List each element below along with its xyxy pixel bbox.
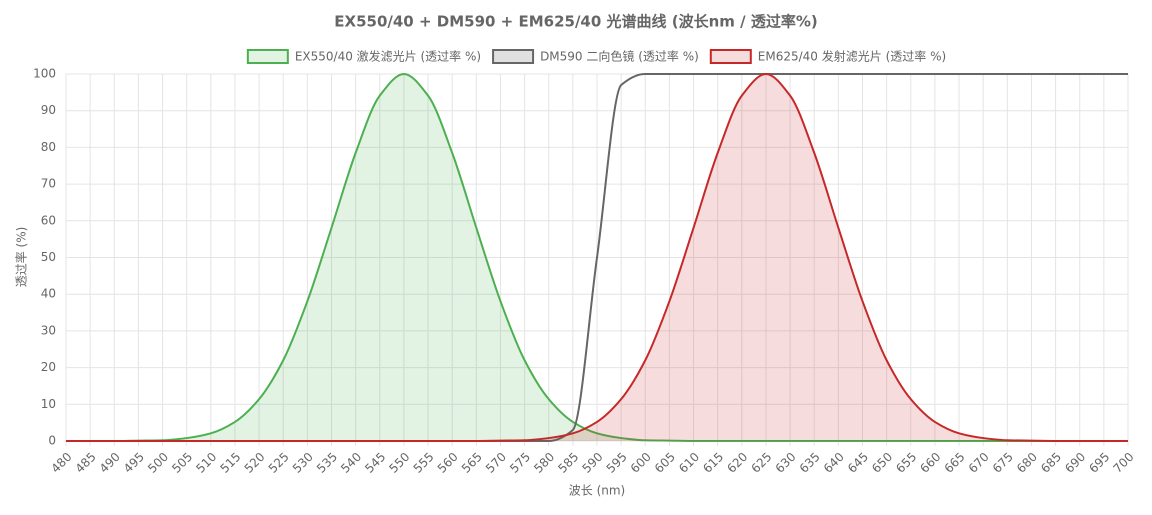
x-tick-label: 700 (1110, 450, 1136, 476)
y-tick-label: 90 (41, 103, 56, 117)
x-tick-label: 605 (652, 450, 678, 476)
x-tick-label: 635 (797, 450, 823, 476)
x-tick-label: 625 (748, 450, 774, 476)
x-tick-label: 555 (411, 450, 437, 476)
x-tick-label: 570 (483, 450, 509, 476)
x-tick-label: 620 (724, 450, 750, 476)
x-tick-label: 575 (507, 450, 533, 476)
legend-item: EM625/40 发射滤光片 (透过率 %) (709, 49, 946, 64)
legend-item: DM590 二向色镜 (透过率 %) (492, 49, 699, 64)
x-tick-label: 520 (242, 450, 268, 476)
x-tick-label: 665 (942, 450, 968, 476)
y-tick-label: 0 (48, 434, 56, 448)
x-tick-label: 685 (1038, 450, 1064, 476)
x-tick-label: 580 (531, 450, 557, 476)
x-tick-label: 565 (459, 450, 485, 476)
x-tick-label: 525 (266, 450, 292, 476)
legend-label: EX550/40 激发滤光片 (透过率 %) (295, 49, 481, 64)
x-tick-label: 495 (121, 450, 147, 476)
x-tick-label: 480 (48, 450, 74, 476)
y-tick-label: 50 (41, 250, 56, 264)
x-tick-label: 645 (845, 450, 871, 476)
legend-label: EM625/40 发射滤光片 (透过率 %) (758, 49, 946, 64)
y-tick-label: 40 (41, 287, 56, 301)
x-tick-label: 690 (1062, 450, 1088, 476)
x-tick-label: 545 (362, 450, 388, 476)
legend-label: DM590 二向色镜 (透过率 %) (540, 49, 699, 64)
x-tick-label: 630 (773, 450, 799, 476)
legend-swatch (246, 49, 289, 64)
y-tick-label: 80 (41, 140, 56, 154)
x-tick-label: 655 (893, 450, 919, 476)
x-axis-title: 波长 (nm) (569, 484, 625, 498)
line (66, 72, 1128, 442)
x-tick-label: 585 (555, 450, 581, 476)
chart-title: EX550/40 + DM590 + EM625/40 光谱曲线 (波长nm /… (334, 13, 817, 31)
x-tick-label: 510 (193, 450, 219, 476)
x-tick-label: 540 (338, 450, 364, 476)
x-tick-label: 640 (821, 450, 847, 476)
legend-swatch (709, 49, 752, 64)
y-tick-label: 100 (33, 67, 56, 81)
y-tick-label: 10 (41, 397, 56, 411)
y-axis-title: 透过率 (%) (14, 227, 29, 288)
x-tick-label: 675 (990, 450, 1016, 476)
x-tick-label: 595 (604, 450, 630, 476)
area (66, 74, 1128, 441)
x-tick-label: 610 (676, 450, 702, 476)
area (66, 74, 1128, 441)
y-tick-label: 30 (41, 323, 56, 337)
y-tick-label: 60 (41, 213, 56, 227)
y-tick-label: 70 (41, 177, 56, 191)
x-tick-label: 500 (145, 450, 171, 476)
x-tick-label: 535 (314, 450, 340, 476)
x-tick-label: 600 (628, 450, 654, 476)
x-tick-label: 485 (73, 450, 99, 476)
x-tick-label: 650 (869, 450, 895, 476)
x-tick-label: 505 (169, 450, 195, 476)
x-tick-label: 615 (700, 450, 726, 476)
y-tick-label: 20 (41, 360, 56, 374)
x-tick-label: 515 (217, 450, 243, 476)
x-tick-label: 490 (97, 450, 123, 476)
legend-item: EX550/40 激发滤光片 (透过率 %) (246, 49, 481, 64)
x-tick-label: 590 (579, 450, 605, 476)
legend-swatch (492, 49, 535, 64)
x-tick-label: 695 (1086, 450, 1112, 476)
line (66, 72, 1128, 442)
x-tick-label: 530 (290, 450, 316, 476)
x-tick-label: 560 (435, 450, 461, 476)
legend: EX550/40 激发滤光片 (透过率 %) DM590 二向色镜 (透过率 %)… (246, 49, 946, 64)
x-tick-label: 660 (917, 450, 943, 476)
x-tick-label: 670 (966, 450, 992, 476)
x-tick-label: 550 (386, 450, 412, 476)
x-tick-label: 680 (1014, 450, 1040, 476)
